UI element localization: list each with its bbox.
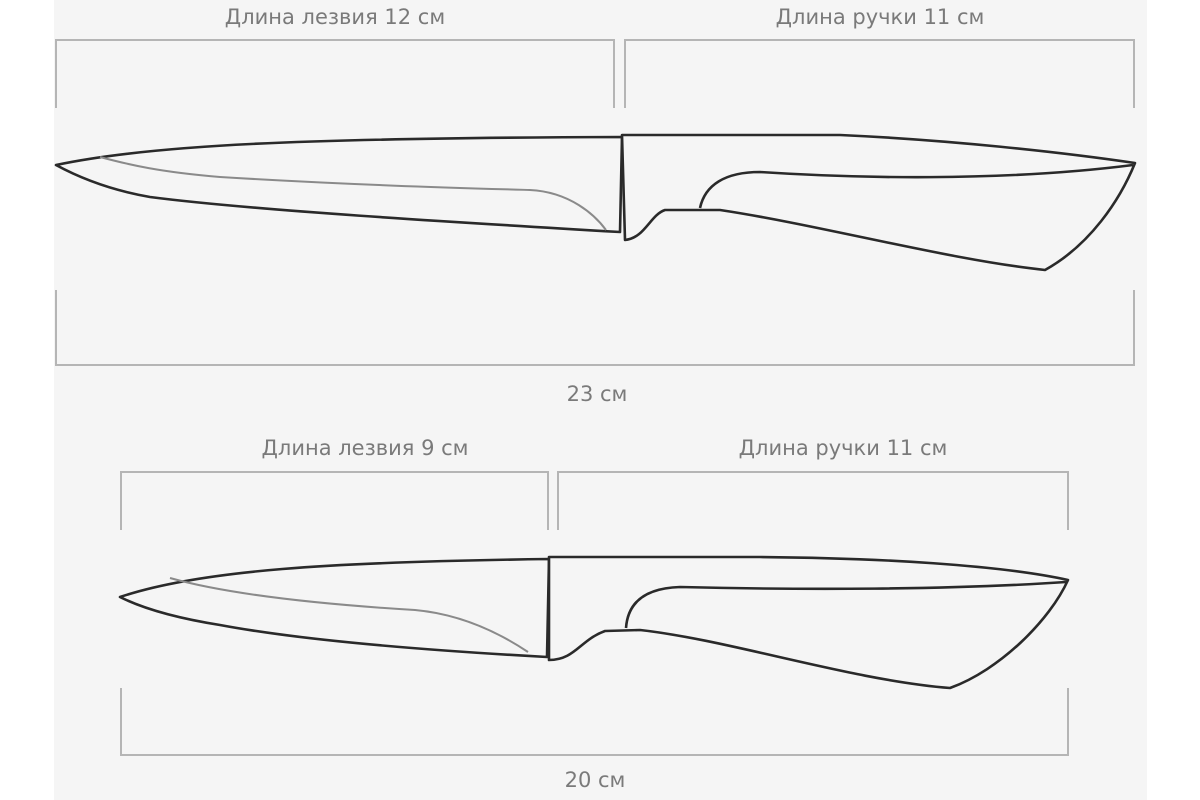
blade-edge-line xyxy=(169,577,529,653)
handle-grip-line xyxy=(698,163,1134,209)
handle-length-label: Длина ручки 11 см xyxy=(776,5,985,29)
handle-grip-line xyxy=(624,580,1067,629)
blade-length-label: Длина лезвия 12 см xyxy=(225,5,445,29)
blade-edge-line xyxy=(99,156,607,231)
handle-length-label: Длина ручки 11 см xyxy=(739,436,948,460)
blade xyxy=(54,135,624,234)
handle-dimension-bracket xyxy=(624,39,1135,108)
blade-length-label: Длина лезвия 9 см xyxy=(261,436,468,460)
blade-dimension-bracket xyxy=(55,39,615,108)
total-length-label: 23 см xyxy=(567,382,628,406)
blade xyxy=(118,557,551,659)
handle xyxy=(547,555,1070,690)
total-dimension-bracket xyxy=(120,688,1069,756)
handle-dimension-bracket xyxy=(557,471,1069,530)
handle xyxy=(620,133,1137,272)
blade-dimension-bracket xyxy=(120,471,549,530)
knife-small: Длина лезвия 9 см Длина ручки 11 см 20 с… xyxy=(118,436,1070,792)
total-dimension-bracket xyxy=(55,290,1135,366)
total-length-label: 20 см xyxy=(565,768,626,792)
knife-large: Длина лезвия 12 см Длина ручки 11 см 23 … xyxy=(54,5,1137,406)
